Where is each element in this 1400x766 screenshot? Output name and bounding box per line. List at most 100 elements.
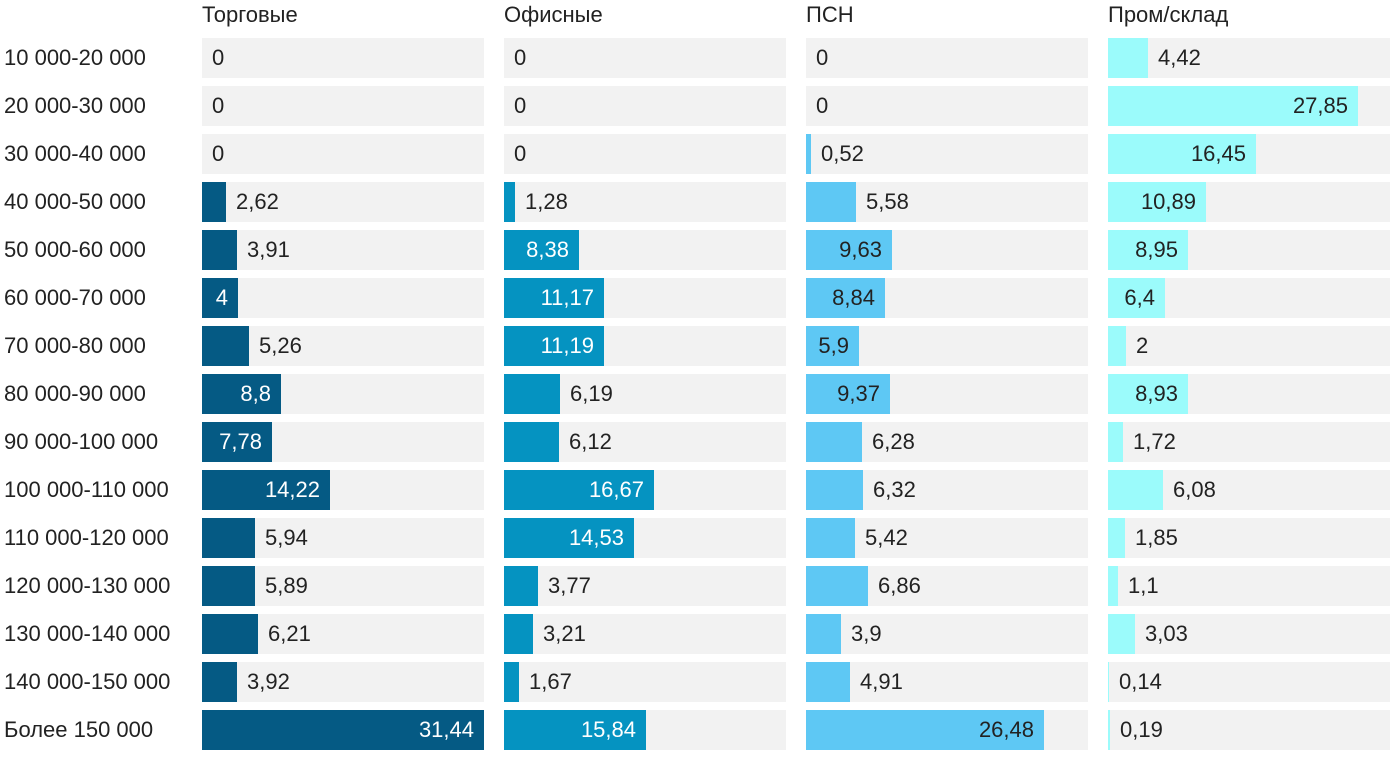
category-label: Более 150 000 (4, 717, 154, 742)
bar-track: 4,91 (806, 662, 1088, 702)
bar-track: 1,72 (1108, 422, 1390, 462)
bar-track: 16,67 (504, 470, 786, 510)
bar-track: 6,21 (202, 614, 484, 654)
bar-value-label: 0 (212, 45, 225, 70)
bar-track: 5,26 (202, 326, 484, 366)
bar-value-label: 9,63 (839, 237, 882, 262)
bar-value-label: 31,44 (418, 717, 474, 742)
bar (202, 614, 258, 654)
bar (806, 470, 863, 510)
category-label: 80 000-90 000 (4, 381, 146, 406)
bar-value-label: 4,91 (860, 669, 903, 694)
bar-track: 0 (202, 86, 484, 126)
bar-value-label: 6,28 (872, 429, 915, 454)
bar (504, 230, 579, 270)
bar-track: 5,89 (202, 566, 484, 606)
bar-value-label: 15,84 (580, 717, 636, 742)
bar-value-label: 6,86 (878, 573, 921, 598)
bar-value-label: 5,9 (818, 333, 849, 358)
bar-track: 8,38 (504, 230, 786, 270)
bar (806, 182, 856, 222)
bar-value-label: 7,78 (219, 429, 262, 454)
category-label: 130 000-140 000 (4, 621, 171, 646)
bar-track: 14,53 (504, 518, 786, 558)
category-label: 50 000-60 000 (4, 237, 146, 262)
bar-value-label: 14,53 (568, 525, 624, 550)
bar (202, 566, 255, 606)
bar (202, 182, 226, 222)
bar (504, 278, 604, 318)
category-label: 10 000-20 000 (4, 45, 146, 70)
bar-value-label: 5,58 (866, 189, 909, 214)
category-label: 20 000-30 000 (4, 93, 146, 118)
bar (806, 278, 885, 318)
bar-track: 1,28 (504, 182, 786, 222)
bar-track: 5,58 (806, 182, 1088, 222)
bar-value-label: 27,85 (1292, 93, 1348, 118)
bar-value-label: 8,93 (1135, 381, 1178, 406)
bar-value-label: 5,26 (259, 333, 302, 358)
bar-track: 7,78 (202, 422, 484, 462)
bar-track: 5,42 (806, 518, 1088, 558)
series-title: ПСН (806, 2, 854, 27)
series-title: Пром/склад (1108, 2, 1229, 27)
bar-track: 1,67 (504, 662, 786, 702)
bar (504, 566, 538, 606)
bar-track: 3,03 (1108, 614, 1390, 654)
bar (504, 422, 559, 462)
bar (202, 518, 255, 558)
bar-value-label: 0 (816, 45, 829, 70)
bar-track: 3,91 (202, 230, 484, 270)
bar-value-label: 16,45 (1190, 141, 1246, 166)
bar-track: 6,4 (1108, 278, 1390, 318)
bar-track: 4,42 (1108, 38, 1390, 78)
bar (504, 614, 533, 654)
bar (806, 422, 862, 462)
bar-track: 16,45 (1108, 134, 1390, 174)
category-label: 40 000-50 000 (4, 189, 146, 214)
bar (806, 614, 841, 654)
bar (1108, 710, 1110, 750)
bar-track: 26,48 (806, 710, 1088, 750)
bar-value-label: 0,19 (1120, 717, 1163, 742)
bar (1108, 134, 1256, 174)
bar-value-label: 1,1 (1128, 573, 1159, 598)
bar (504, 182, 515, 222)
bar-track: 6,28 (806, 422, 1088, 462)
bar-track: 6,32 (806, 470, 1088, 510)
bar-track: 3,77 (504, 566, 786, 606)
bar-track: 1,85 (1108, 518, 1390, 558)
bar (504, 470, 654, 510)
category-label: 110 000-120 000 (4, 525, 169, 550)
bar-track: 5,94 (202, 518, 484, 558)
bar (806, 710, 1044, 750)
bar-value-label: 6,19 (570, 381, 613, 406)
bar-track: 1,1 (1108, 566, 1390, 606)
bar-value-label: 8,95 (1135, 237, 1178, 262)
bar-value-label: 1,85 (1135, 525, 1178, 550)
bar-value-label: 3,9 (851, 621, 882, 646)
bar-value-label: 2 (1136, 333, 1149, 358)
bar-track: 3,9 (806, 614, 1088, 654)
bar (1108, 182, 1206, 222)
bar-value-label: 1,67 (529, 669, 572, 694)
category-label: 70 000-80 000 (4, 333, 146, 358)
bar-value-label: 4 (215, 285, 228, 310)
bar (1108, 614, 1135, 654)
category-label: 30 000-40 000 (4, 141, 146, 166)
bar (504, 326, 604, 366)
bar (1108, 38, 1148, 78)
bar (504, 374, 560, 414)
bar (202, 710, 484, 750)
bar (1108, 278, 1165, 318)
bar-track: 8,8 (202, 374, 484, 414)
bar (202, 374, 281, 414)
bar (202, 422, 272, 462)
bar-track: 0,52 (806, 134, 1088, 174)
bar-value-label: 3,91 (247, 237, 290, 262)
bar (806, 662, 850, 702)
bar (806, 326, 859, 366)
bar-value-label: 0 (212, 141, 225, 166)
bar (1108, 422, 1123, 462)
bar-value-label: 5,94 (265, 525, 308, 550)
